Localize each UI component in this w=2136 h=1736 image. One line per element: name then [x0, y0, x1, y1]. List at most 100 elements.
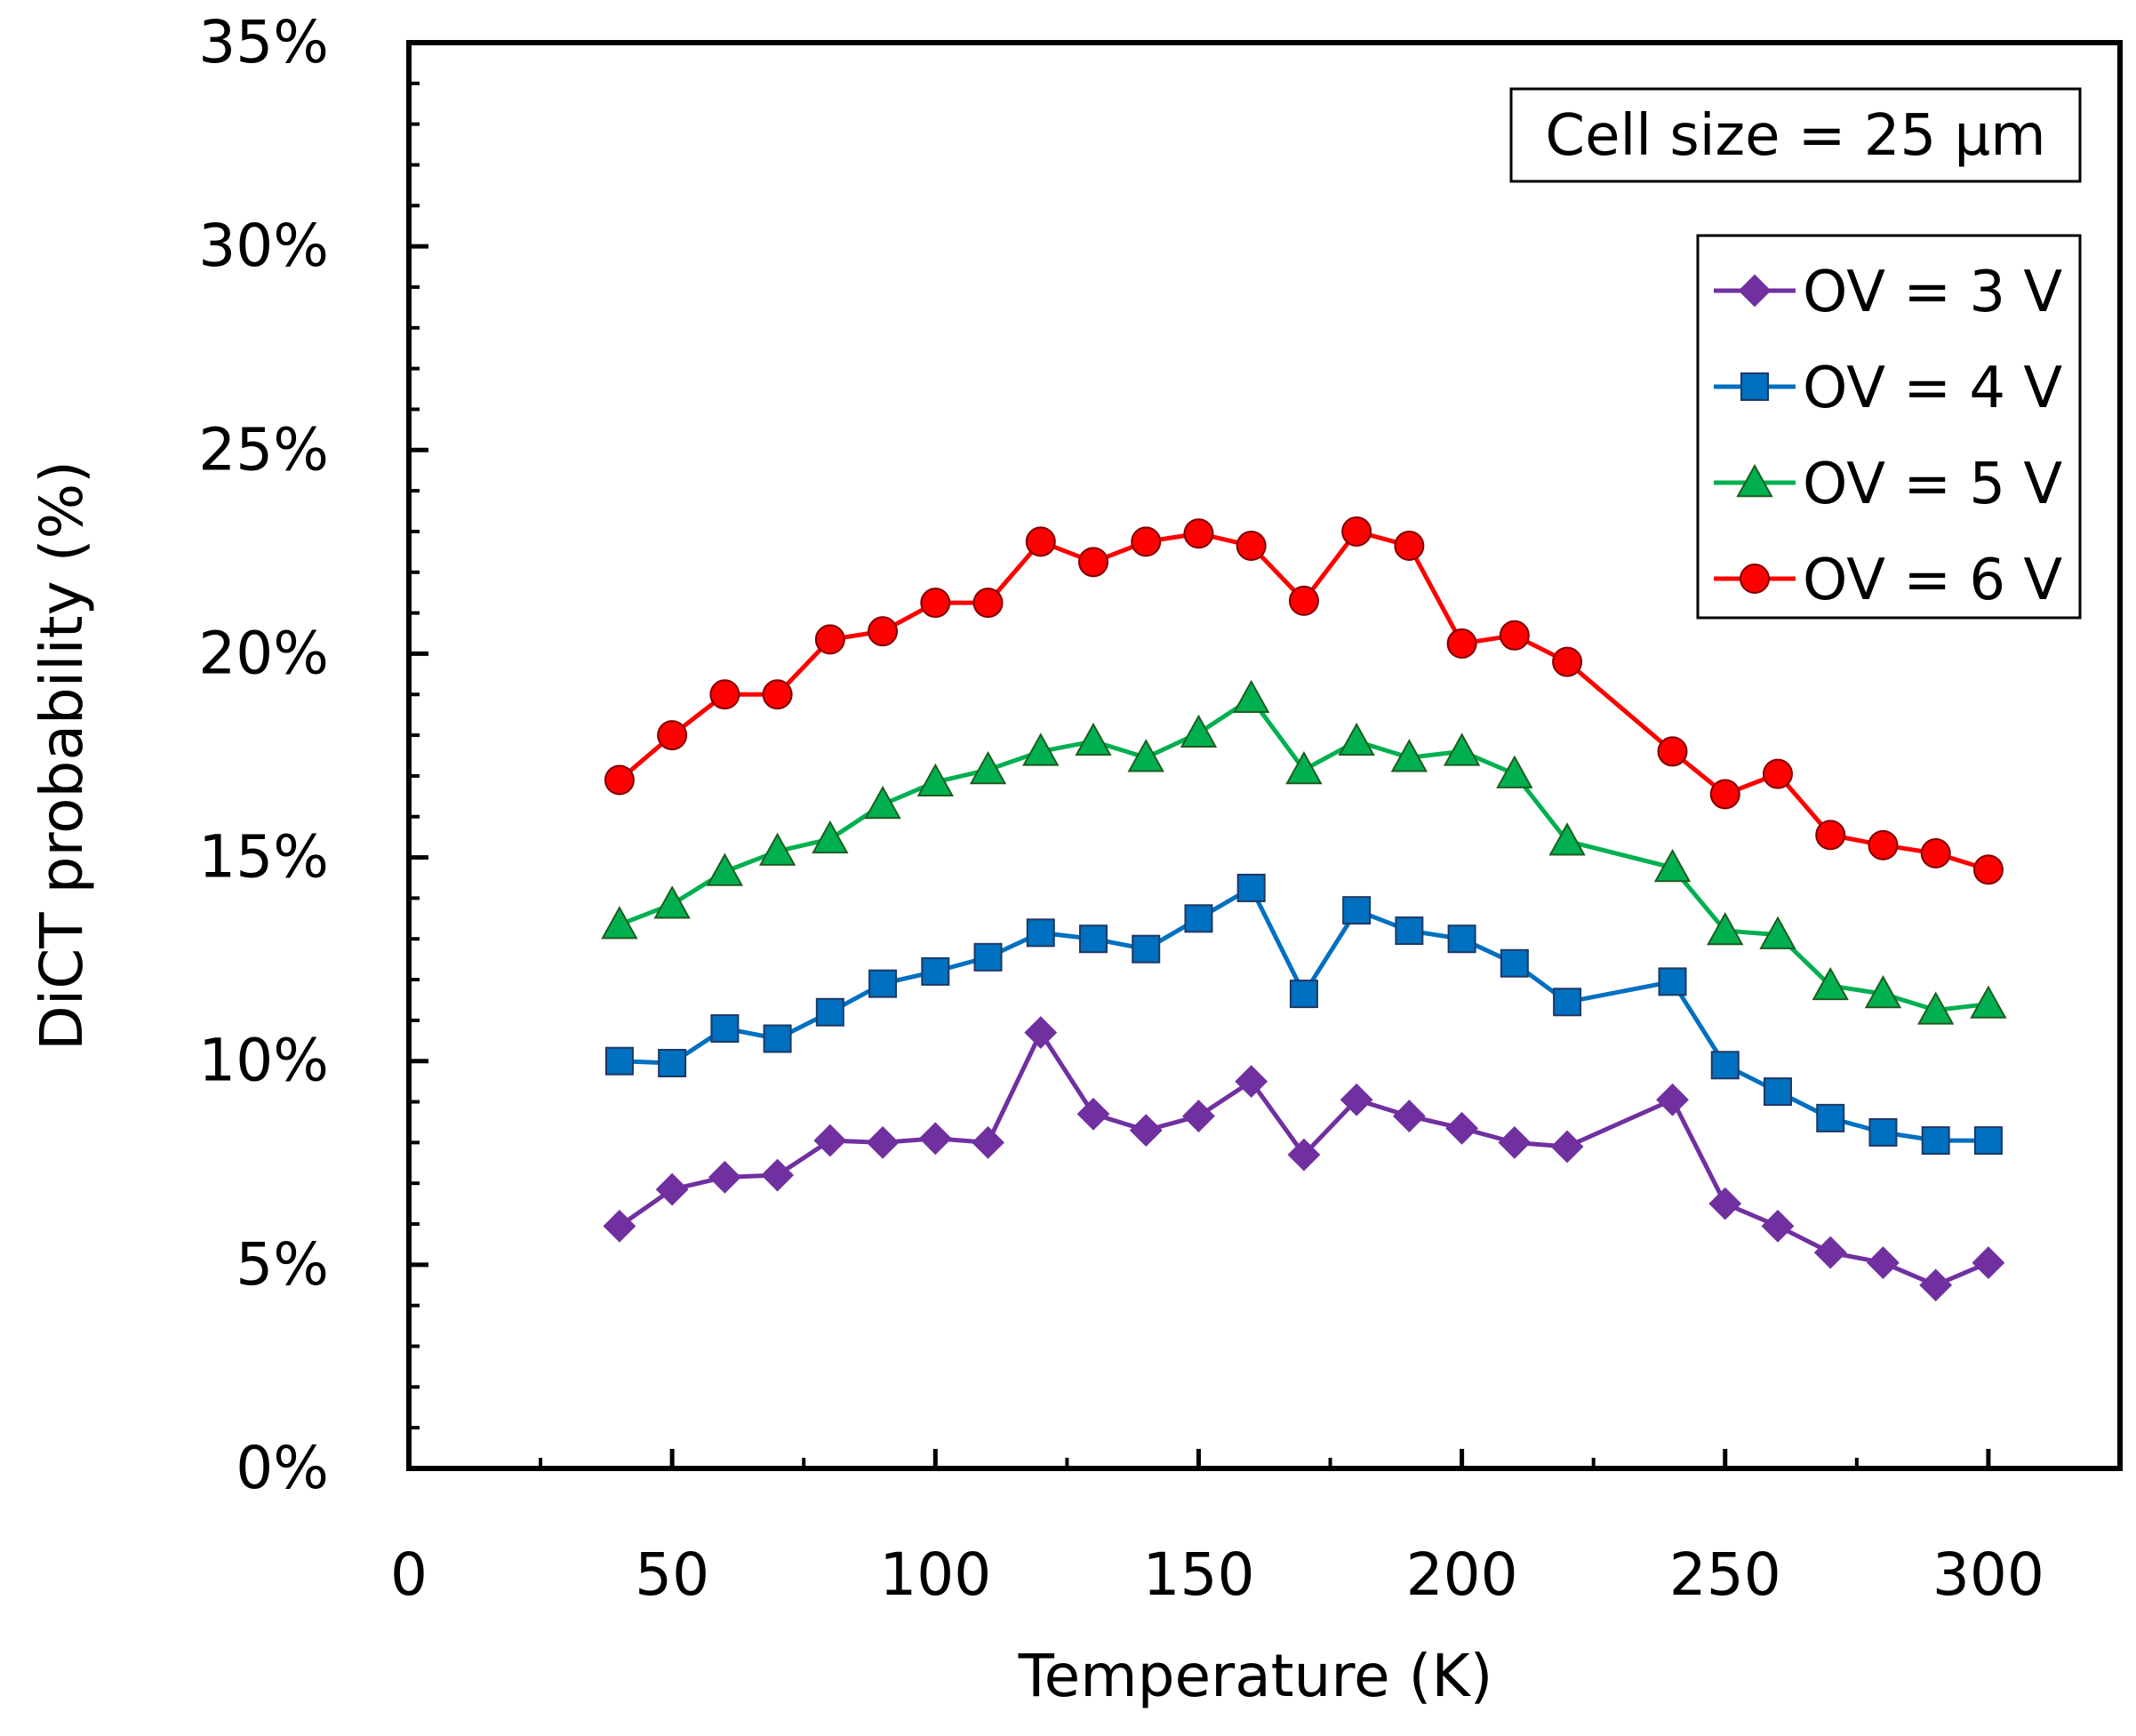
data-point [1812, 966, 1849, 1001]
legend-item: OV = 5 V [1714, 452, 2062, 517]
y-tick-label: 25% [198, 415, 329, 484]
data-point [1289, 980, 1318, 1009]
data-point [1921, 1126, 1950, 1156]
annotation-text: Cell size = 25 µm [1545, 103, 2045, 169]
data-point [706, 852, 744, 886]
data-point [1338, 722, 1375, 756]
y-tick-label: 35% [198, 8, 329, 76]
x-tick-label: 250 [1669, 1540, 1781, 1609]
data-point [1970, 985, 2007, 1019]
data-point [1919, 1268, 1953, 1302]
series-4 [604, 516, 2004, 885]
data-point [1973, 1126, 2003, 1156]
data-point [1026, 918, 1055, 948]
data-point [763, 1024, 792, 1053]
data-point [1236, 530, 1267, 561]
data-point [1496, 755, 1533, 788]
legend-box [1696, 234, 2082, 620]
data-point [1920, 837, 1951, 868]
legend-label: OV = 6 V [1803, 548, 2062, 613]
data-point [762, 679, 793, 710]
legend-marker [1736, 463, 1773, 498]
data-point [866, 1125, 900, 1159]
data-point [1392, 1100, 1426, 1132]
data-point [812, 820, 849, 854]
y-tick-label: 20% [198, 619, 329, 687]
data-point [1763, 758, 1793, 789]
y-axis-title: DiCT probability (%) [28, 460, 96, 1051]
data-point [1394, 530, 1425, 561]
data-point [1658, 967, 1687, 996]
data-point [1868, 1117, 1898, 1147]
data-point [1816, 1103, 1845, 1132]
data-point [1129, 1114, 1163, 1148]
data-point [1182, 1100, 1215, 1132]
data-point [653, 885, 691, 919]
data-point [1972, 854, 2004, 885]
data-point [1709, 779, 1740, 810]
data-point [1131, 526, 1162, 557]
data-point [1340, 1083, 1373, 1116]
data-point [708, 1160, 741, 1194]
data-point [1552, 646, 1583, 677]
data-point [1864, 975, 1902, 1009]
data-point [969, 750, 1007, 785]
data-point [1025, 526, 1056, 557]
data-point [1180, 714, 1218, 748]
data-point [1710, 1051, 1740, 1080]
data-point [1916, 991, 1955, 1025]
data-point [604, 1046, 634, 1076]
legend-marker [1740, 564, 1770, 594]
legend-item: OV = 6 V [1714, 548, 2062, 613]
data-point [1443, 732, 1481, 766]
x-tick-label: 100 [879, 1540, 991, 1609]
data-point [1653, 848, 1692, 883]
y-tick-label: 5% [236, 1230, 329, 1299]
data-point [1236, 873, 1266, 902]
plot-area-frame [406, 40, 2123, 1471]
data-point [813, 1124, 847, 1157]
data-point [657, 720, 688, 751]
data-point [1132, 934, 1161, 964]
data-point [1761, 1209, 1795, 1243]
data-point [815, 997, 844, 1027]
cell-size-annotation: Cell size = 25 µm [1509, 87, 2082, 183]
data-point [920, 588, 951, 619]
data-point [1759, 916, 1796, 949]
data-point [1813, 1236, 1847, 1269]
legend: OV = 3 V OV = 4 V OV = 5 V OV = 6 V [1696, 234, 2082, 620]
data-point [916, 763, 955, 796]
data-point [1024, 1016, 1058, 1050]
series-3 [601, 679, 2007, 1025]
data-point [1708, 1187, 1742, 1220]
data-point [1341, 516, 1372, 547]
data-point [921, 956, 950, 986]
data-point [1447, 924, 1476, 954]
data-point [1553, 988, 1582, 1017]
x-tick-label: 300 [1932, 1540, 2044, 1609]
data-point [1550, 1130, 1584, 1164]
legend-marker [1740, 372, 1769, 401]
data-point [604, 764, 635, 796]
data-point [1184, 904, 1213, 933]
legend-item: OV = 4 V [1714, 356, 2062, 421]
data-point [655, 1172, 689, 1206]
data-point [868, 969, 898, 998]
data-point [1079, 924, 1108, 954]
data-point [709, 679, 740, 710]
data-point [1815, 820, 1846, 851]
data-point [1288, 585, 1319, 616]
data-point [1285, 750, 1323, 785]
x-tick-label: 200 [1406, 1540, 1518, 1609]
x-tick-label: 50 [635, 1540, 709, 1609]
data-point [658, 1049, 687, 1078]
data-point [1868, 829, 1899, 860]
data-point [1445, 1111, 1479, 1145]
data-point [1498, 1125, 1532, 1159]
data-point [761, 1158, 795, 1192]
data-point [603, 1209, 636, 1243]
y-tick-label: 30% [198, 212, 329, 280]
data-point [864, 785, 901, 820]
legend-label: OV = 5 V [1803, 452, 2062, 517]
